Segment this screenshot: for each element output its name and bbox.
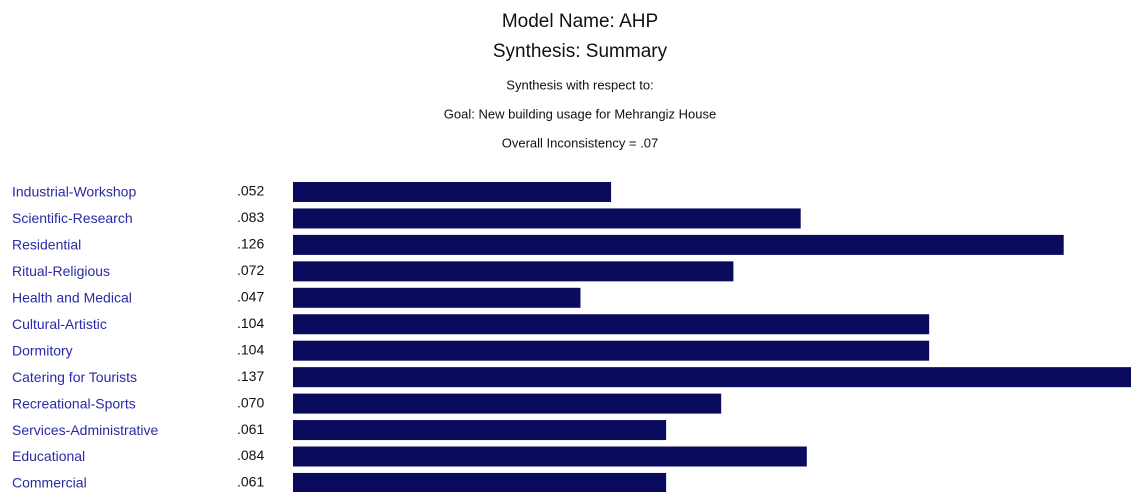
value-label: .072: [237, 262, 264, 278]
category-label: Residential: [12, 237, 81, 253]
value-label: .104: [237, 341, 264, 357]
value-label: .084: [237, 447, 264, 463]
annotation: Overall Inconsistency = .07: [502, 135, 658, 150]
category-label: Scientific-Research: [12, 210, 133, 226]
bar: [293, 472, 667, 492]
category-label: Recreational-Sports: [12, 395, 136, 411]
bar: [293, 393, 722, 414]
chart-subtitle: Synthesis: Summary: [493, 41, 668, 62]
bar: [293, 182, 612, 202]
bar: [293, 420, 667, 441]
category-label: Services-Administrative: [12, 422, 158, 438]
annotation: Synthesis with respect to:: [506, 77, 653, 92]
value-label: .083: [237, 209, 264, 225]
value-label: .047: [237, 289, 264, 305]
category-label: Industrial-Workshop: [12, 184, 136, 200]
value-label: .137: [237, 368, 264, 384]
bar: [293, 367, 1131, 388]
bar: [293, 261, 734, 282]
category-label: Health and Medical: [12, 290, 132, 306]
bar: [293, 287, 581, 308]
value-label: .104: [237, 315, 264, 331]
category-label: Dormitory: [12, 342, 73, 358]
value-label: .070: [237, 394, 264, 410]
bar: [293, 340, 930, 361]
category-label: Commercial: [12, 475, 87, 491]
category-label: Catering for Tourists: [12, 369, 137, 385]
category-label: Cultural-Artistic: [12, 316, 107, 332]
value-label: .061: [237, 474, 264, 490]
bar: [293, 208, 801, 229]
value-label: .126: [237, 236, 264, 252]
chart-title: Model Name: AHP: [502, 11, 658, 32]
bar: [293, 446, 807, 467]
value-label: .052: [237, 183, 264, 199]
bar: [293, 314, 930, 335]
category-label: Ritual-Religious: [12, 263, 110, 279]
category-label: Educational: [12, 448, 85, 464]
value-label: .061: [237, 421, 264, 437]
bar: [293, 234, 1064, 255]
annotation: Goal: New building usage for Mehrangiz H…: [444, 106, 716, 121]
